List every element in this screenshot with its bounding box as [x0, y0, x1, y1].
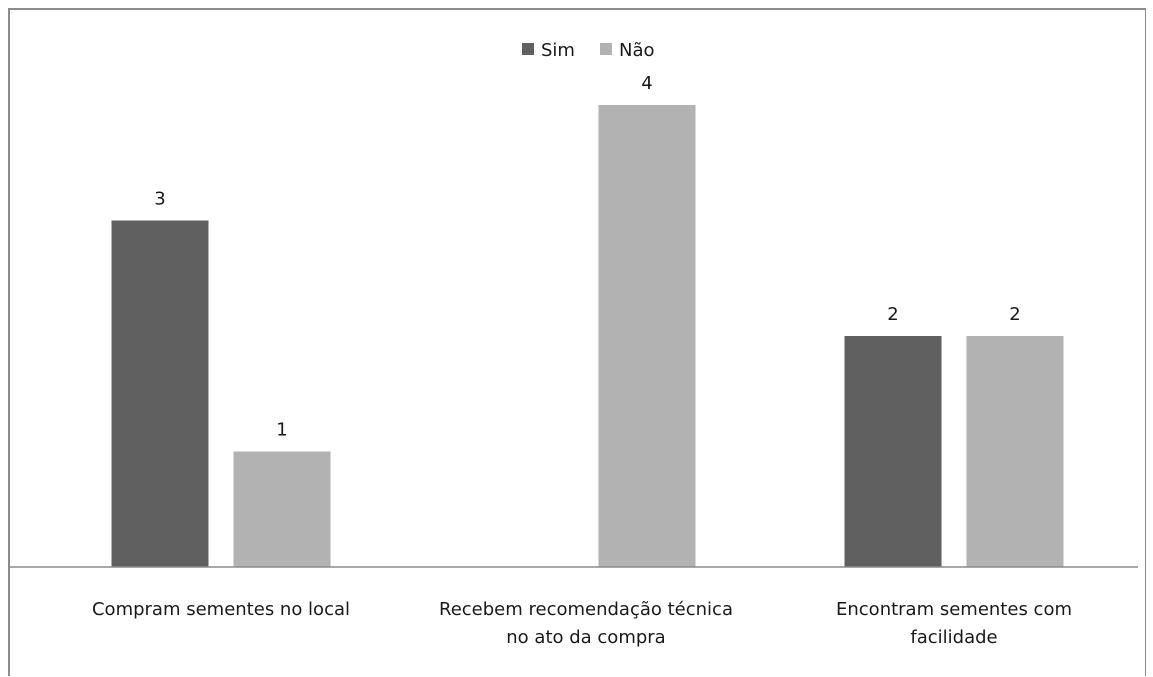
data-labels: 3 1 4 2 2	[154, 73, 1020, 441]
data-label: 4	[641, 73, 652, 94]
category-label: no ato da compra	[506, 627, 665, 648]
chart-frame	[8, 8, 1146, 676]
bar-no-1	[598, 105, 696, 567]
category-label: Encontram sementes com	[836, 599, 1072, 620]
bar-sim-2	[844, 336, 942, 567]
bar-no-2	[966, 336, 1064, 567]
bar-sim-0	[111, 220, 209, 567]
data-label: 2	[887, 304, 898, 325]
category-label: Compram sementes no local	[92, 599, 350, 620]
bars	[111, 105, 1064, 567]
data-label: 3	[154, 189, 165, 210]
legend: Sim Não	[522, 40, 655, 61]
data-label: 2	[1009, 304, 1020, 325]
data-label: 1	[276, 420, 287, 441]
category-label: Recebem recomendação técnica	[439, 599, 733, 620]
legend-swatch-1	[600, 43, 612, 55]
category-label: facilidade	[910, 627, 997, 648]
category-labels: Compram sementes no local Recebem recomen…	[92, 599, 1072, 648]
legend-label: Não	[619, 40, 655, 61]
bar-no-0	[233, 451, 331, 567]
legend-swatch-0	[522, 43, 534, 55]
legend-label: Sim	[541, 40, 575, 61]
